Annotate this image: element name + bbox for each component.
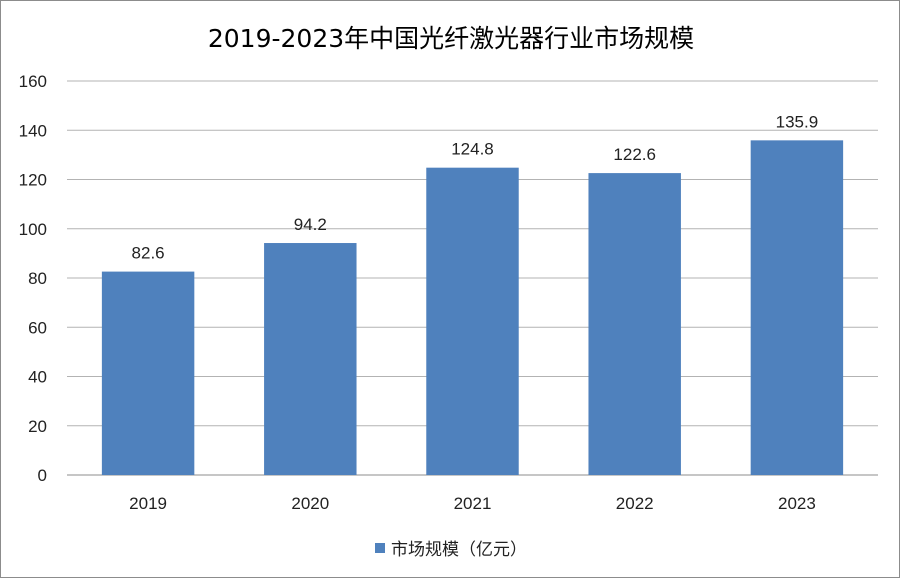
chart-title: 2019-2023年中国光纤激光器行业市场规模 [207,24,695,53]
y-tick-label: 140 [19,121,47,140]
bar-2021 [426,167,519,475]
bar-2022 [588,173,681,475]
y-tick-label: 100 [19,220,47,239]
bar-2023 [750,140,844,475]
data-label-2020: 94.2 [294,215,327,234]
x-axis-ticks: 2019 2020 2021 2022 2023 [129,494,816,513]
data-labels: 82.6 94.2 124.8 122.6 135.9 [132,112,819,262]
data-label-2022: 122.6 [613,145,656,164]
y-tick-label: 0 [38,466,47,485]
legend: 市场规模（亿元） [1,535,900,560]
x-tick-label: 2021 [454,494,492,513]
data-label-2019: 82.6 [132,244,165,263]
data-label-2023: 135.9 [776,112,819,131]
x-tick-label: 2019 [129,494,167,513]
legend-swatch [375,542,385,553]
y-tick-label: 80 [28,269,47,288]
y-tick-label: 60 [28,318,47,337]
y-tick-label: 120 [19,171,47,190]
y-axis-ticks: 0 20 40 60 80 100 120 140 160 [19,72,47,485]
legend-label: 市场规模（亿元） [391,540,527,560]
x-tick-label: 2020 [291,494,329,513]
y-tick-label: 20 [28,417,47,436]
bar-2019 [101,271,195,475]
bar-2020 [264,243,357,475]
bars [101,140,844,475]
y-tick-label: 160 [19,72,47,91]
x-tick-label: 2023 [778,494,816,513]
data-label-2021: 124.8 [451,140,494,159]
x-tick-label: 2022 [616,494,654,513]
y-tick-label: 40 [28,368,47,387]
